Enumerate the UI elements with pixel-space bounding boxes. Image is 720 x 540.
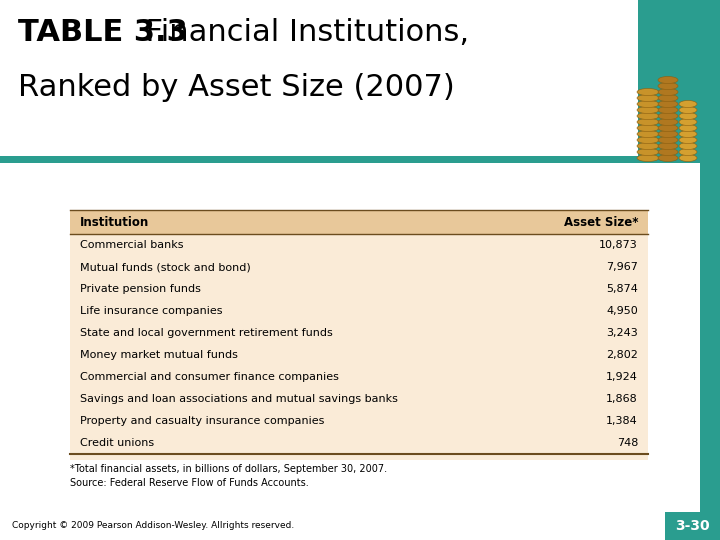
Ellipse shape (679, 106, 697, 113)
Text: 3-30: 3-30 (675, 519, 710, 533)
Text: Commercial and consumer finance companies: Commercial and consumer finance companie… (80, 372, 339, 382)
Ellipse shape (679, 148, 697, 156)
Text: Asset Size*: Asset Size* (564, 215, 638, 228)
Ellipse shape (658, 94, 678, 102)
Ellipse shape (658, 77, 678, 84)
Text: 2,802: 2,802 (606, 350, 638, 360)
Ellipse shape (658, 148, 678, 156)
Ellipse shape (637, 100, 659, 107)
Text: Money market mutual funds: Money market mutual funds (80, 350, 238, 360)
Ellipse shape (637, 137, 659, 144)
Text: 1,384: 1,384 (606, 416, 638, 426)
Text: 1,924: 1,924 (606, 372, 638, 382)
Bar (638, 0, 720, 160)
Text: Life insurance companies: Life insurance companies (80, 306, 222, 316)
Ellipse shape (658, 125, 678, 132)
Ellipse shape (658, 100, 678, 107)
Ellipse shape (679, 125, 697, 132)
Text: TABLE 3.3: TABLE 3.3 (18, 18, 188, 47)
Bar (70, 210, 648, 234)
Ellipse shape (658, 137, 678, 144)
Ellipse shape (679, 118, 697, 125)
Ellipse shape (679, 112, 697, 119)
Text: Commercial banks: Commercial banks (80, 240, 184, 250)
Text: Savings and loan associations and mutual savings banks: Savings and loan associations and mutual… (80, 394, 398, 404)
Text: Ranked by Asset Size (2007): Ranked by Asset Size (2007) (18, 73, 455, 102)
Ellipse shape (637, 125, 659, 132)
Ellipse shape (658, 131, 678, 138)
Text: 748: 748 (616, 438, 638, 448)
Text: 5,874: 5,874 (606, 284, 638, 294)
Text: 3,243: 3,243 (606, 328, 638, 338)
Ellipse shape (679, 100, 697, 107)
Ellipse shape (679, 154, 697, 161)
Ellipse shape (637, 154, 659, 161)
Ellipse shape (658, 106, 678, 113)
Ellipse shape (637, 89, 659, 96)
Text: 10,873: 10,873 (599, 240, 638, 250)
Bar (70, 210, 648, 460)
Ellipse shape (658, 112, 678, 119)
Ellipse shape (637, 143, 659, 150)
Ellipse shape (658, 154, 678, 161)
Ellipse shape (637, 148, 659, 156)
Text: 7,967: 7,967 (606, 262, 638, 272)
Ellipse shape (679, 131, 697, 138)
Text: Financial Institutions,: Financial Institutions, (126, 18, 469, 47)
Text: Credit unions: Credit unions (80, 438, 154, 448)
Text: Mutual funds (stock and bond): Mutual funds (stock and bond) (80, 262, 251, 272)
Ellipse shape (637, 106, 659, 113)
Text: 4,950: 4,950 (606, 306, 638, 316)
Bar (700, 163, 720, 540)
Text: Institution: Institution (80, 215, 149, 228)
Bar (665, 512, 720, 540)
Ellipse shape (637, 131, 659, 138)
Text: State and local government retirement funds: State and local government retirement fu… (80, 328, 333, 338)
Ellipse shape (679, 137, 697, 144)
Text: Property and casualty insurance companies: Property and casualty insurance companie… (80, 416, 325, 426)
Text: Private pension funds: Private pension funds (80, 284, 201, 294)
Ellipse shape (658, 143, 678, 150)
Ellipse shape (637, 118, 659, 125)
Ellipse shape (658, 118, 678, 125)
Ellipse shape (637, 112, 659, 119)
Text: *Total financial assets, in billions of dollars, September 30, 2007.: *Total financial assets, in billions of … (70, 464, 387, 474)
Bar (0, 156, 720, 163)
Text: Source: Federal Reserve Flow of Funds Accounts.: Source: Federal Reserve Flow of Funds Ac… (70, 478, 309, 488)
Ellipse shape (679, 143, 697, 150)
Ellipse shape (658, 89, 678, 96)
Text: 1,868: 1,868 (606, 394, 638, 404)
Ellipse shape (637, 94, 659, 102)
Ellipse shape (658, 83, 678, 90)
Text: Copyright © 2009 Pearson Addison-Wesley. Allrights reserved.: Copyright © 2009 Pearson Addison-Wesley.… (12, 521, 294, 530)
